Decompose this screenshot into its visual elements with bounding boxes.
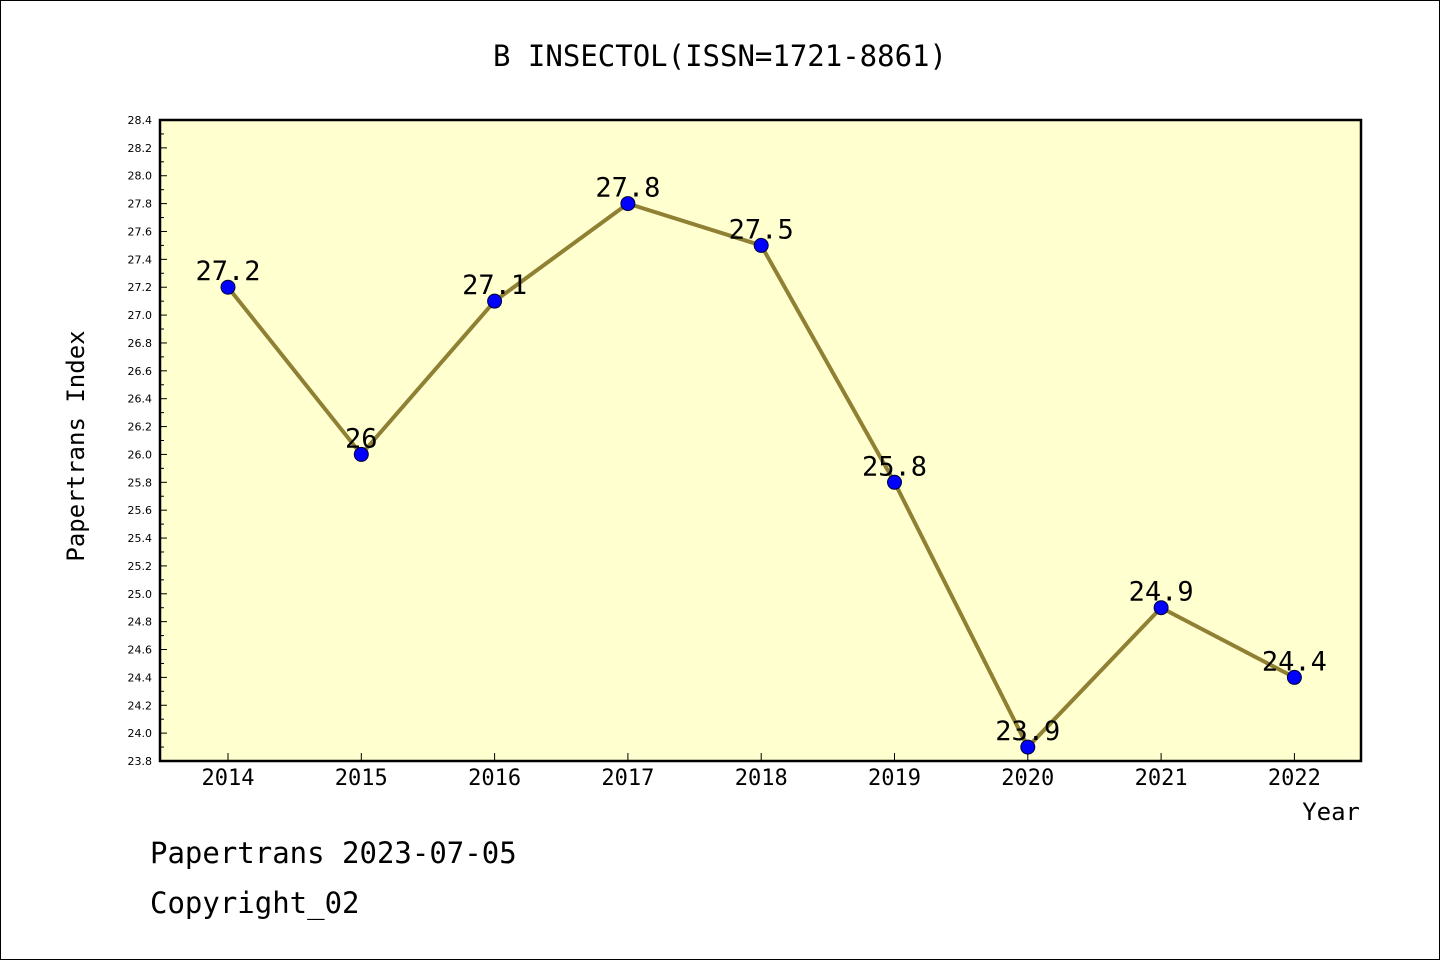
y-tick-label: 28.2 bbox=[128, 142, 153, 155]
y-tick-label: 24.4 bbox=[128, 671, 153, 684]
y-axis-label: Papertrans Index bbox=[62, 330, 90, 561]
data-point bbox=[620, 196, 636, 212]
x-tick-label: 2019 bbox=[868, 766, 921, 791]
data-point bbox=[1153, 600, 1169, 616]
x-tick-label: 2022 bbox=[1268, 766, 1321, 791]
y-tick-label: 25.2 bbox=[128, 560, 153, 573]
data-label: 26 bbox=[345, 423, 378, 454]
y-tick-label: 24.6 bbox=[128, 644, 153, 657]
y-tick-label: 23.8 bbox=[128, 755, 153, 768]
data-label: 23.9 bbox=[995, 716, 1060, 747]
data-point bbox=[1286, 669, 1302, 685]
data-point bbox=[487, 293, 503, 309]
x-axis-label: Year bbox=[1302, 798, 1360, 826]
data-label: 27.1 bbox=[462, 270, 527, 301]
data-point bbox=[220, 279, 236, 295]
y-tick-label: 27.6 bbox=[128, 225, 153, 238]
footer-copyright: Copyright_02 bbox=[150, 886, 360, 920]
y-tick-label: 25.0 bbox=[128, 588, 153, 601]
y-tick-label: 26.4 bbox=[128, 393, 153, 406]
x-tick-label: 2017 bbox=[601, 766, 654, 791]
y-tick-label: 28.4 bbox=[128, 114, 153, 127]
data-label: 25.8 bbox=[862, 451, 927, 482]
y-tick-label: 24.8 bbox=[128, 616, 153, 629]
x-tick-label: 2020 bbox=[1001, 766, 1054, 791]
y-axis: 23.8 24.0 24.2 24.4 24.6 24.8 25.0 25.2 25.4 25.6… bbox=[128, 114, 167, 768]
data-label: 24.9 bbox=[1129, 577, 1194, 608]
x-tick-label: 2014 bbox=[202, 766, 255, 791]
y-tick-label: 24.2 bbox=[128, 699, 153, 712]
x-axis: 2014 2015 2016 2017 2018 2019 2020 2021 2022 bbox=[202, 753, 1321, 791]
x-tick-label: 2018 bbox=[735, 766, 788, 791]
x-tick-label: 2015 bbox=[335, 766, 388, 791]
y-tick-label: 27.8 bbox=[128, 198, 153, 211]
y-tick-label: 27.2 bbox=[128, 281, 153, 294]
y-tick-label: 24.0 bbox=[128, 727, 153, 740]
data-point bbox=[353, 446, 369, 462]
plot-area bbox=[158, 118, 1363, 763]
data-point bbox=[1020, 739, 1036, 755]
data-label: 27.8 bbox=[595, 173, 660, 204]
x-tick-label: 2016 bbox=[468, 766, 521, 791]
series-line: 27.2 26 27.1 27.8 27.5 25.8 23.9 24.9 24.4 bbox=[195, 173, 1327, 755]
footer-date: Papertrans 2023-07-05 bbox=[150, 836, 517, 870]
y-tick-label: 25.6 bbox=[128, 504, 153, 517]
y-tick-label: 26.2 bbox=[128, 421, 153, 434]
y-tick-label: 25.8 bbox=[128, 476, 153, 489]
data-label: 24.4 bbox=[1262, 646, 1327, 677]
data-label: 27.5 bbox=[729, 214, 794, 245]
y-tick-label: 25.4 bbox=[128, 532, 153, 545]
data-point bbox=[887, 474, 902, 490]
y-tick-label: 26.0 bbox=[128, 448, 153, 461]
y-tick-label: 27.0 bbox=[128, 309, 153, 322]
data-label: 27.2 bbox=[195, 256, 260, 287]
y-tick-label: 28.0 bbox=[128, 170, 153, 183]
x-tick-label: 2021 bbox=[1135, 766, 1188, 791]
y-tick-label: 26.6 bbox=[128, 365, 153, 378]
y-tick-label: 26.8 bbox=[128, 337, 153, 350]
data-point bbox=[753, 237, 769, 253]
y-tick-label: 27.4 bbox=[128, 253, 153, 266]
chart-title: B INSECTOL(ISSN=1721-8861) bbox=[493, 39, 947, 73]
